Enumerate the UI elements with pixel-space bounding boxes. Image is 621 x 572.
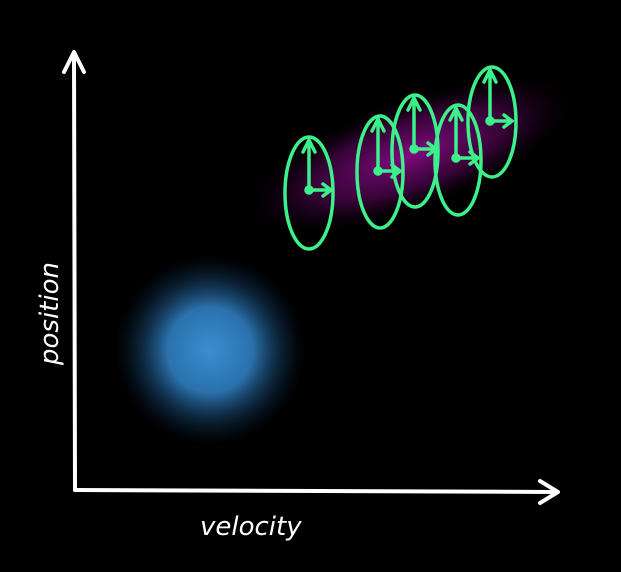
ellipse-outline bbox=[433, 103, 483, 217]
ellipse-group bbox=[283, 65, 518, 251]
center-dot bbox=[485, 116, 495, 126]
up-arrow bbox=[370, 115, 386, 173]
blue-blob bbox=[115, 255, 305, 445]
ellipse-outline bbox=[466, 65, 518, 179]
ellipse-5 bbox=[466, 65, 518, 179]
up-arrow bbox=[301, 136, 317, 192]
ellipse-outline bbox=[355, 114, 405, 230]
center-dot bbox=[409, 144, 419, 154]
axes bbox=[62, 50, 560, 505]
center-dot bbox=[373, 166, 383, 176]
purple-glow bbox=[249, 77, 571, 233]
ellipse-1 bbox=[283, 135, 335, 251]
ellipse-3 bbox=[390, 93, 440, 209]
up-arrow bbox=[448, 104, 464, 160]
center-dot bbox=[451, 153, 461, 163]
center-dot bbox=[304, 185, 314, 195]
y-axis-arrowhead bbox=[62, 50, 86, 74]
x-axis-arrowhead bbox=[538, 479, 560, 505]
ellipse-outline bbox=[390, 93, 440, 209]
y-axis bbox=[72, 53, 77, 492]
x-axis bbox=[73, 488, 557, 494]
up-arrow bbox=[406, 94, 422, 151]
y-axis-label: position bbox=[35, 262, 65, 366]
x-axis-label: velocity bbox=[200, 512, 302, 542]
up-arrow bbox=[482, 66, 498, 123]
